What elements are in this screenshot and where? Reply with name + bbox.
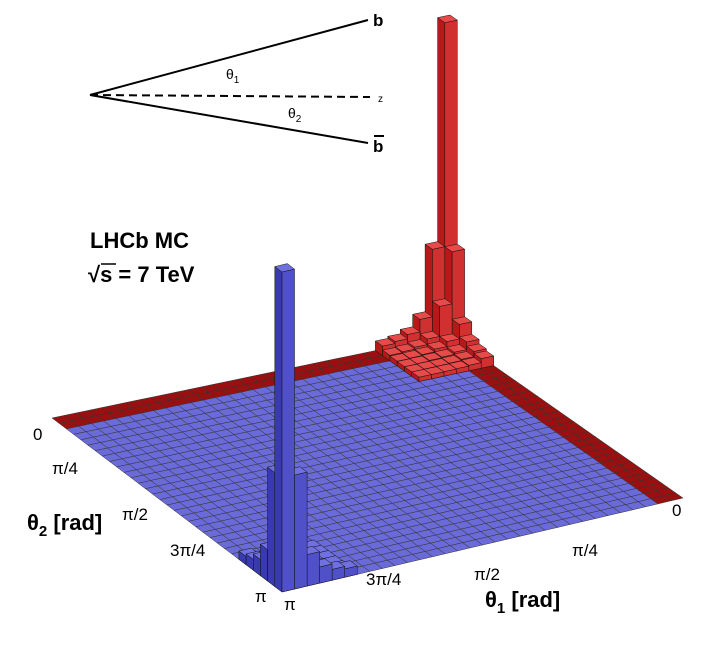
red-bin-top — [374, 338, 396, 347]
red-bin-top — [473, 350, 495, 359]
red-bin-top — [446, 344, 468, 353]
x-axis-ticks: 0 π/4 π/2 3π/4 π — [284, 501, 681, 614]
red-bin-top — [424, 241, 446, 250]
red-bin-top — [406, 339, 428, 348]
red-bin-top — [441, 355, 463, 364]
y-tick-label: π/4 — [52, 459, 78, 478]
experiment-label: LHCb MC — [90, 228, 189, 253]
z-label: z — [378, 94, 383, 105]
bbar-quark-line — [89, 94, 369, 144]
x-tick-label: 3π/4 — [366, 570, 401, 589]
kinematics-diagram: b b z θ1 θ2 — [89, 11, 384, 156]
red-bin-top — [412, 311, 434, 320]
red-bin-top — [381, 347, 403, 356]
y-tick-label: 3π/4 — [170, 541, 205, 560]
y-tick-label: π — [255, 587, 267, 606]
red-bin-top — [421, 352, 443, 361]
blue-bin-face — [306, 551, 320, 587]
blue-bin-face — [274, 266, 283, 593]
red-bin-top — [453, 351, 475, 360]
energy-label: √s = 7 TeV — [88, 262, 195, 287]
y-tick-label: 0 — [33, 425, 42, 444]
y-axis-ticks: 0 π/4 π/2 3π/4 π — [33, 425, 267, 606]
red-bin-top — [387, 333, 409, 342]
theta2-diagram-label: θ2 — [288, 105, 302, 125]
red-bin-top — [460, 357, 482, 366]
y-axis-title: θ2 [rad] — [27, 510, 102, 540]
red-bin-top — [411, 369, 433, 378]
b-quark-line — [89, 19, 369, 96]
red-bin-top — [431, 298, 453, 307]
red-bin-top — [466, 343, 488, 352]
x-axis-title: θ1 [rad] — [485, 587, 560, 617]
histogram-bars — [238, 14, 495, 593]
red-bin-top — [419, 331, 441, 340]
red-bin-top — [458, 334, 480, 343]
blue-bin-face — [267, 466, 276, 588]
x-tick-label: π/4 — [572, 541, 598, 560]
red-bin-top — [451, 316, 473, 325]
red-bin-top — [399, 326, 421, 335]
x-tick-label: π — [284, 595, 296, 614]
blue-bin-face — [319, 563, 333, 584]
red-bin-top — [401, 350, 423, 359]
red-bin-top — [444, 243, 466, 253]
theta1-diagram-label: θ1 — [226, 66, 240, 86]
red-bin-top — [394, 343, 416, 353]
bbar-label: b — [373, 137, 383, 156]
blue-bin-face — [294, 471, 308, 590]
red-bin-top — [439, 333, 461, 342]
red-bin-top — [436, 14, 458, 23]
z-axis-line — [89, 94, 371, 98]
blue-bin-top — [274, 263, 296, 273]
b-label: b — [373, 11, 383, 30]
blue-bin-face — [281, 268, 295, 593]
red-bin-top — [433, 349, 455, 358]
x-tick-label: 0 — [672, 501, 681, 520]
red-bin-top — [414, 346, 436, 355]
blue-bin-face — [260, 543, 268, 582]
y-tick-label: π/2 — [122, 505, 148, 524]
red-bin-top — [426, 341, 448, 350]
x-tick-label: π/2 — [474, 565, 500, 584]
